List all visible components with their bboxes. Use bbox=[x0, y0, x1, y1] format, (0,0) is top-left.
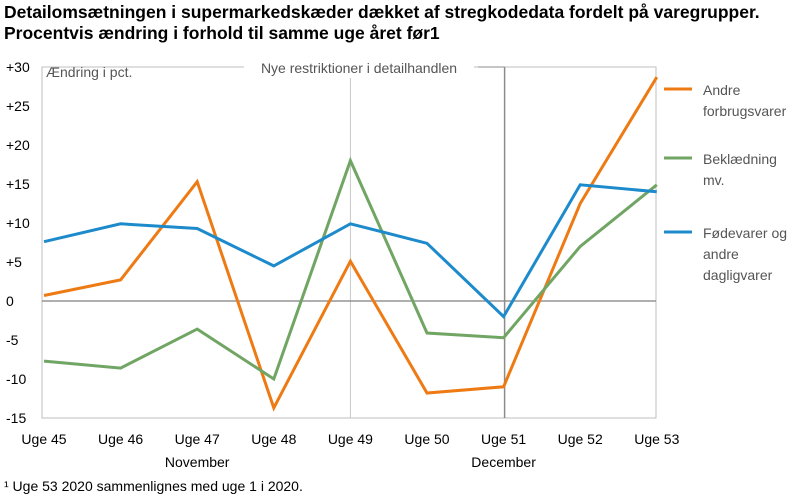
y-tick-label: -5 bbox=[6, 332, 19, 348]
x-tick-label: Uge 51 bbox=[481, 431, 526, 447]
x-tick-label: Uge 46 bbox=[98, 431, 143, 447]
legend-label: Andre bbox=[703, 82, 741, 98]
legend-label: dagligvarer bbox=[703, 267, 773, 283]
y-tick-label: +20 bbox=[6, 137, 30, 153]
footnote: ¹ Uge 53 2020 sammenlignes med uge 1 i 2… bbox=[4, 478, 303, 494]
chart-title: Detailomsætningen i supermarkedskæder dæ… bbox=[4, 2, 760, 43]
y-tick-label: +5 bbox=[6, 254, 22, 270]
line-chart: -15 -10 -5 0 +5 +10 +15 +20 +25 +30 Ændring i pct.… bbox=[6, 58, 787, 470]
x-tick-label: Uge 48 bbox=[251, 431, 296, 447]
annotation-label: Nye restriktioner i detailhandlen bbox=[261, 60, 457, 76]
y-tick-label: -15 bbox=[6, 410, 26, 426]
x-tick-label: Uge 52 bbox=[558, 431, 603, 447]
y-tick-label: +10 bbox=[6, 215, 30, 231]
y-axis-label: Ændring i pct. bbox=[46, 64, 132, 80]
y-tick-label: +25 bbox=[6, 98, 30, 114]
y-tick-label: +15 bbox=[6, 176, 30, 192]
series-line bbox=[43, 156, 658, 382]
y-tick-label: +30 bbox=[6, 59, 30, 75]
x-tick-label: Uge 45 bbox=[21, 431, 66, 447]
x-month-label: December bbox=[471, 454, 536, 470]
x-month-label: November bbox=[165, 454, 230, 470]
x-tick-label: Uge 47 bbox=[175, 431, 220, 447]
x-tick-label: Uge 49 bbox=[328, 431, 373, 447]
series-line bbox=[43, 183, 657, 320]
legend-label: Beklædning bbox=[703, 151, 777, 167]
legend-label: mv. bbox=[703, 172, 725, 188]
series-line bbox=[43, 76, 659, 412]
y-tick-label: -10 bbox=[6, 371, 26, 387]
y-tick-label: 0 bbox=[6, 293, 14, 309]
annotation-background bbox=[244, 58, 474, 78]
legend-label: forbrugsvarer bbox=[703, 103, 787, 119]
x-tick-label: Uge 53 bbox=[634, 431, 679, 447]
legend-label: Fødevarer og bbox=[703, 225, 787, 241]
legend-label: andre bbox=[703, 246, 739, 262]
x-tick-label: Uge 50 bbox=[404, 431, 449, 447]
